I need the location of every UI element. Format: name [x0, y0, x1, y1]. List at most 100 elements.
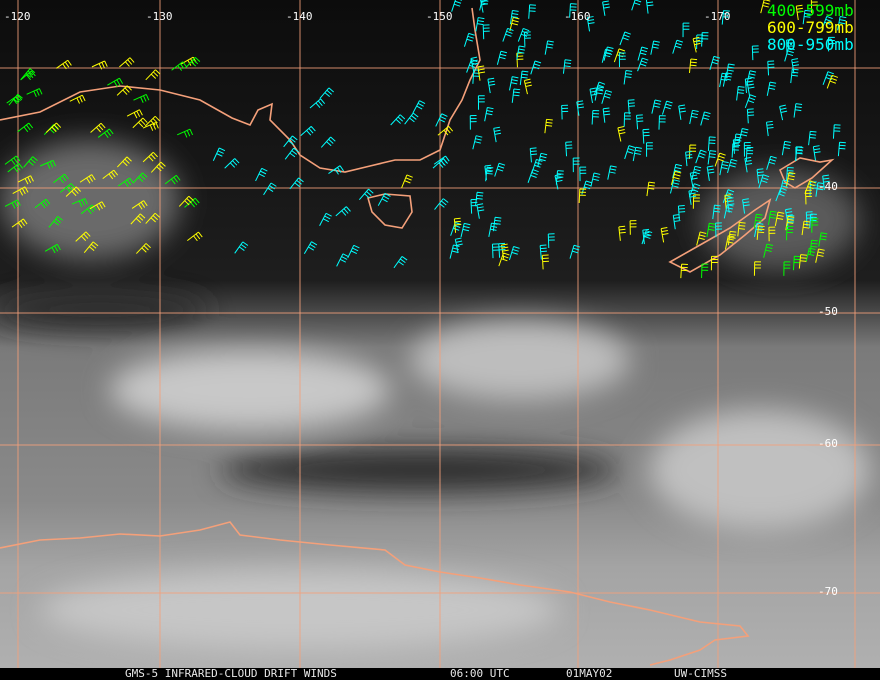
wind-barb [744, 156, 753, 173]
wind-barb [135, 243, 151, 254]
wind-barb [328, 165, 345, 175]
wind-barb [516, 45, 526, 60]
wind-barb [719, 72, 729, 88]
wind-barb [185, 57, 201, 69]
wind-barb [180, 56, 197, 66]
wind-barb [709, 55, 721, 70]
wind-barb [781, 140, 791, 156]
wind-barb [17, 175, 34, 185]
wind-barb [516, 52, 524, 68]
wind-barb [743, 142, 751, 157]
wind-barb [71, 198, 88, 207]
wind-barb [607, 165, 617, 180]
footer-credit: UW-CIMSS [674, 667, 727, 680]
wind-barb [40, 159, 57, 169]
wind-barb [572, 157, 580, 173]
wind-barb [319, 87, 334, 99]
wind-barb [751, 45, 759, 61]
wind-barb [454, 237, 463, 254]
wind-barb [766, 81, 777, 96]
wind-barb [377, 192, 391, 206]
wind-barb [496, 50, 508, 65]
wind-barb [562, 59, 572, 74]
wind-barb [802, 9, 812, 25]
wind-barb [707, 136, 716, 151]
wind-barb [509, 16, 520, 32]
wind-barb [793, 103, 803, 118]
wind-barb [670, 170, 682, 186]
wind-barb [828, 36, 835, 52]
footer-source: GMS-5 INFRARED-CLOUD DRIFT WINDS [125, 667, 337, 680]
wind-barb [758, 174, 770, 189]
wind-barb [435, 113, 448, 127]
wind-barb [91, 60, 108, 70]
wind-barb [722, 72, 733, 87]
wind-barb [790, 68, 799, 84]
longitude-label: -120 [4, 10, 31, 23]
longitude-label: -160 [564, 10, 591, 23]
wind-barb [90, 122, 106, 133]
wind-barb [358, 188, 374, 201]
wind-barb [586, 16, 595, 32]
wind-barb [477, 95, 485, 110]
wind-barb [130, 213, 146, 225]
wind-barb [619, 31, 631, 46]
wind-barb [107, 77, 124, 88]
wind-barb [688, 189, 697, 205]
wind-barb [528, 4, 536, 19]
wind-barb [547, 233, 555, 249]
wind-barb [485, 166, 494, 182]
wind-barb [578, 188, 587, 204]
wind-barb [164, 174, 181, 185]
wind-barb [715, 222, 723, 238]
wind-barb [523, 31, 531, 47]
wind-barb [696, 231, 707, 246]
wind-barb [142, 122, 159, 131]
wind-barb [300, 125, 316, 137]
wind-barb [527, 169, 539, 183]
wind-barb [744, 77, 753, 93]
tasmania-coast [367, 193, 413, 229]
wind-barb [432, 158, 449, 169]
wind-barb [34, 198, 51, 209]
wind-barb [805, 189, 813, 205]
wind-barb [808, 130, 817, 146]
wind-barb [710, 255, 718, 271]
wind-barb [79, 174, 96, 184]
wind-barbs [4, 0, 847, 279]
wind-barb [786, 172, 796, 187]
wind-barb [6, 94, 23, 104]
wind-barb [69, 94, 86, 104]
australia-coast [0, 7, 481, 173]
wind-barb [613, 48, 626, 63]
wind-barb [826, 74, 839, 89]
wind-barb [691, 165, 702, 181]
longitude-label: -140 [286, 10, 313, 23]
wind-barb [131, 200, 148, 210]
wind-barb [723, 204, 734, 219]
wind-barb [784, 208, 793, 224]
wind-barb [460, 222, 471, 238]
wind-barb [774, 211, 785, 227]
wind-barb [727, 158, 738, 174]
wind-barb [498, 242, 506, 258]
wind-barb [212, 147, 226, 161]
wind-barb [480, 0, 488, 13]
wind-barb [822, 174, 830, 190]
wind-barb [544, 40, 554, 55]
wind-barb [602, 107, 611, 123]
wind-barb [669, 179, 680, 194]
wind-barb [727, 230, 737, 246]
wind-barb [804, 180, 816, 195]
wind-barb [144, 115, 160, 127]
wind-barb [404, 112, 419, 125]
wind-barb [117, 177, 134, 187]
wind-barb [822, 71, 834, 85]
wind-barb [20, 70, 36, 81]
wind-barb [798, 254, 807, 269]
wind-barb [171, 61, 187, 71]
wind-barb [680, 263, 688, 279]
wind-barb [792, 255, 801, 271]
longitude-label: -170 [704, 10, 731, 23]
longitude-label: -150 [426, 10, 453, 23]
